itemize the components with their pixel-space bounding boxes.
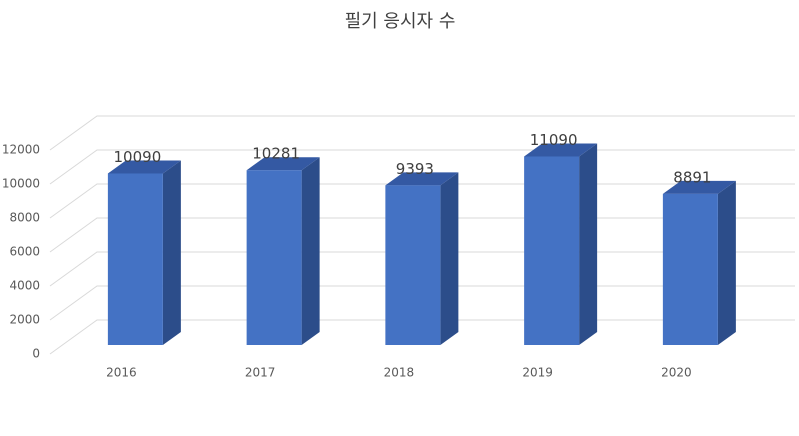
y-tick-label: 0: [32, 347, 40, 361]
value-label: 9393: [396, 160, 434, 178]
y-tick-label: 6000: [9, 245, 40, 259]
bar-top: [246, 157, 320, 171]
bar-side: [717, 180, 736, 345]
bar-side: [162, 160, 181, 345]
value-label: 10281: [252, 145, 300, 163]
y-tick-label: 4000: [9, 279, 40, 293]
value-label: 8891: [673, 168, 711, 186]
y-tick-label: 12000: [2, 143, 40, 157]
bar-side: [440, 172, 459, 345]
x-tick-label: 2020: [661, 366, 692, 380]
bar: [107, 173, 163, 345]
y-tick-label: 10000: [2, 177, 40, 191]
bar: [662, 193, 718, 345]
bar-side: [579, 143, 598, 345]
bar-top: [524, 143, 598, 157]
bar-top: [107, 160, 181, 174]
bar-top: [385, 172, 459, 186]
value-label: 10090: [114, 148, 162, 166]
grid-line: [49, 115, 795, 151]
chart-title: 필기 응시자 수: [345, 11, 456, 32]
x-tick-label: 2019: [522, 366, 553, 380]
y-tick-label: 8000: [9, 211, 40, 225]
bar: [524, 156, 580, 345]
bar: [385, 185, 441, 345]
y-tick-label: 2000: [9, 313, 40, 327]
bar: [246, 170, 302, 345]
bar-side: [301, 157, 320, 345]
bar-top: [662, 180, 736, 194]
x-tick-label: 2017: [245, 366, 276, 380]
x-tick-label: 2018: [384, 366, 415, 380]
x-tick-label: 2016: [106, 366, 137, 380]
value-label: 11090: [530, 131, 578, 149]
